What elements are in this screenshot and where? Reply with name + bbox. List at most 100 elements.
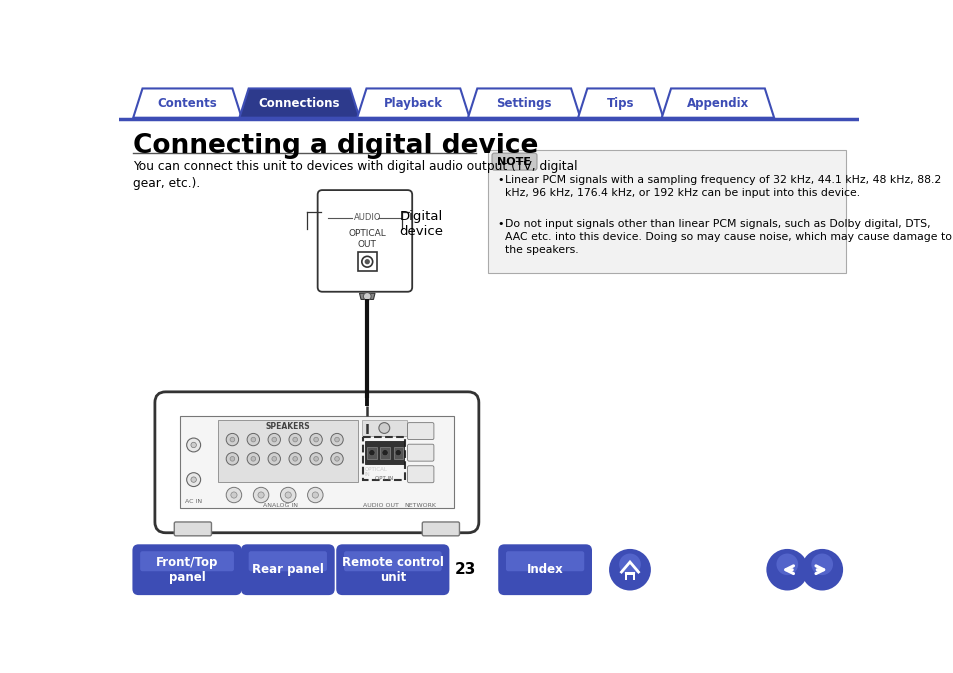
Circle shape [361, 256, 373, 267]
Circle shape [369, 450, 375, 456]
Polygon shape [578, 88, 662, 118]
FancyBboxPatch shape [407, 444, 434, 461]
Text: NETWORK: NETWORK [404, 503, 436, 507]
FancyBboxPatch shape [394, 446, 402, 459]
FancyBboxPatch shape [140, 551, 233, 571]
FancyBboxPatch shape [357, 252, 376, 271]
Text: Appendix: Appendix [686, 97, 748, 110]
Text: OPTICAL
IN: OPTICAL IN [365, 466, 387, 477]
Text: NOTE: NOTE [497, 157, 531, 167]
Text: ANALOG IN: ANALOG IN [263, 503, 297, 507]
FancyBboxPatch shape [422, 522, 459, 536]
Circle shape [231, 492, 236, 498]
Circle shape [272, 437, 276, 442]
Circle shape [363, 293, 371, 300]
FancyBboxPatch shape [249, 551, 327, 571]
Text: Linear PCM signals with a sampling frequency of 32 kHz, 44.1 kHz, 48 kHz, 88.2
k: Linear PCM signals with a sampling frequ… [505, 175, 941, 197]
FancyBboxPatch shape [132, 544, 241, 595]
Circle shape [363, 397, 371, 405]
Text: Connections: Connections [258, 97, 340, 110]
Circle shape [247, 453, 259, 465]
Text: AUDIO OUT: AUDIO OUT [363, 503, 398, 507]
Text: Tips: Tips [606, 97, 634, 110]
FancyBboxPatch shape [174, 522, 212, 536]
FancyBboxPatch shape [335, 544, 449, 595]
FancyBboxPatch shape [317, 190, 412, 291]
Circle shape [285, 492, 291, 498]
Circle shape [251, 456, 255, 461]
Circle shape [226, 433, 238, 446]
Circle shape [191, 442, 196, 448]
Circle shape [335, 456, 339, 461]
Circle shape [810, 553, 832, 575]
Text: OPT IN: OPT IN [375, 476, 393, 481]
Polygon shape [661, 88, 773, 118]
FancyBboxPatch shape [492, 153, 537, 170]
Circle shape [268, 433, 280, 446]
FancyBboxPatch shape [344, 551, 441, 571]
Circle shape [268, 453, 280, 465]
Circle shape [331, 433, 343, 446]
FancyBboxPatch shape [154, 392, 478, 533]
Circle shape [247, 433, 259, 446]
Text: OPTICAL
OUT: OPTICAL OUT [348, 229, 386, 249]
Circle shape [289, 453, 301, 465]
Text: Rear panel: Rear panel [252, 563, 323, 576]
Text: Do not input signals other than linear PCM signals, such as Dolby digital, DTS,
: Do not input signals other than linear P… [505, 219, 951, 255]
FancyBboxPatch shape [505, 551, 583, 571]
Polygon shape [133, 88, 241, 118]
Circle shape [395, 450, 401, 456]
Polygon shape [468, 88, 579, 118]
Text: Contents: Contents [157, 97, 217, 110]
Text: Digital
device: Digital device [399, 210, 443, 238]
Circle shape [314, 456, 318, 461]
Text: Front/Top
panel: Front/Top panel [155, 556, 218, 583]
FancyBboxPatch shape [365, 441, 403, 464]
Polygon shape [239, 88, 359, 118]
Text: Remote control
unit: Remote control unit [341, 556, 443, 583]
Text: 23: 23 [455, 562, 476, 577]
Circle shape [312, 492, 318, 498]
Circle shape [765, 549, 807, 590]
FancyBboxPatch shape [497, 544, 592, 595]
Circle shape [293, 456, 297, 461]
Circle shape [608, 549, 650, 590]
FancyBboxPatch shape [179, 417, 454, 508]
Polygon shape [359, 398, 375, 404]
Text: •: • [497, 175, 503, 184]
Circle shape [257, 492, 264, 498]
Circle shape [253, 487, 269, 503]
Text: AC IN: AC IN [185, 499, 202, 503]
Circle shape [378, 423, 390, 433]
Circle shape [331, 453, 343, 465]
Text: Settings: Settings [496, 97, 552, 110]
Circle shape [293, 437, 297, 442]
Circle shape [187, 438, 200, 452]
Text: Connecting a digital device: Connecting a digital device [133, 133, 538, 159]
Circle shape [618, 553, 640, 575]
FancyBboxPatch shape [367, 446, 376, 459]
Bar [624, 572, 635, 581]
FancyBboxPatch shape [407, 423, 434, 439]
Circle shape [226, 453, 238, 465]
Circle shape [251, 437, 255, 442]
FancyBboxPatch shape [488, 150, 845, 273]
Text: •: • [497, 219, 503, 229]
Text: Index: Index [526, 563, 563, 576]
Circle shape [381, 450, 388, 456]
Circle shape [191, 477, 196, 483]
Circle shape [230, 456, 234, 461]
Text: SPEAKERS: SPEAKERS [266, 422, 310, 431]
Circle shape [230, 437, 234, 442]
Text: AUDIO: AUDIO [354, 213, 380, 222]
Circle shape [289, 433, 301, 446]
FancyBboxPatch shape [361, 421, 406, 435]
FancyBboxPatch shape [241, 544, 335, 595]
Circle shape [307, 487, 323, 503]
Circle shape [226, 487, 241, 503]
Circle shape [335, 437, 339, 442]
Circle shape [280, 487, 295, 503]
Circle shape [310, 453, 322, 465]
Polygon shape [359, 293, 375, 299]
Circle shape [776, 553, 798, 575]
